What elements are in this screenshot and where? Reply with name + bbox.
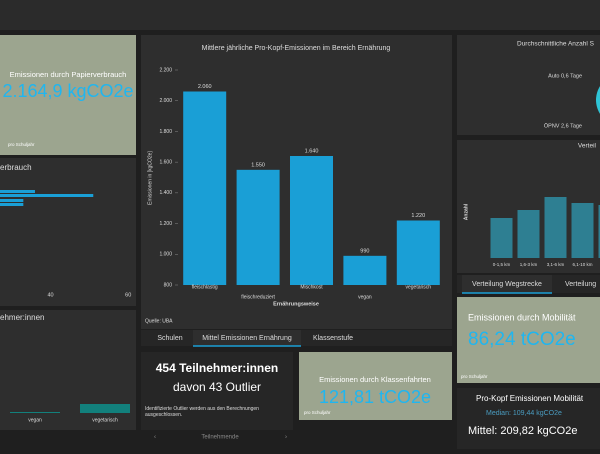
count: davon 43 Outlier	[173, 380, 261, 394]
panel-title: Emissionen durch Mobilität	[468, 312, 576, 322]
bar	[290, 156, 333, 285]
x-tick-label: 1,6-3 km	[520, 262, 538, 267]
value-label: 1.640	[305, 148, 319, 154]
tab[interactable]: Verteilung	[565, 281, 596, 288]
bar	[572, 203, 594, 258]
kpi: 86,24 tCO2e	[468, 329, 576, 350]
bar	[80, 404, 130, 413]
value-label: 1.220	[411, 213, 425, 219]
x-axis-label: Ernährungsweise	[273, 301, 319, 307]
note-text: Identifizierte Outlier werden aus den Be…	[145, 406, 285, 418]
x-tick-label: fleischreduziert	[241, 294, 275, 300]
bar	[491, 218, 513, 258]
bar	[237, 170, 280, 285]
y-tick-label: 1.200	[159, 221, 172, 227]
bar	[0, 203, 23, 206]
bar	[545, 197, 567, 258]
y-tick-label: 1.000	[159, 252, 172, 258]
top-bar	[0, 0, 600, 30]
x-tick-label: fleischlastig	[192, 284, 218, 290]
value-label: 990	[360, 248, 369, 254]
bar	[397, 221, 440, 286]
nav-arrow[interactable]: ›	[285, 435, 287, 441]
count: 454 Teilnehmer:innen	[156, 361, 278, 375]
x-tick-label: 0-1,5 km	[493, 262, 511, 267]
slice-label: ÖPNV 2,6 Tage	[544, 122, 582, 129]
note: pro Schuljahr	[461, 374, 488, 379]
y-axis-label: Emissionen in [kgCO2e]	[147, 151, 153, 205]
x-tick-label: vegan	[28, 417, 42, 423]
x-tick-label: 6,1-10 km	[572, 262, 592, 267]
note: pro Schuljahr	[8, 142, 35, 147]
panel	[457, 35, 600, 135]
tab[interactable]: Klassenstufe	[313, 335, 353, 342]
chart-title: erbrauch	[0, 163, 32, 172]
x-tick-label: 3,1-6 km	[547, 262, 565, 267]
value-label: 2.060	[198, 84, 212, 90]
bar	[343, 256, 386, 285]
y-tick-label: 1.400	[159, 190, 172, 196]
bar	[518, 210, 540, 258]
x-tick-label: vegan	[358, 294, 372, 300]
tab[interactable]: Mittel Emissionen Ernährung	[202, 335, 292, 342]
y-tick-label: 2.000	[159, 98, 172, 104]
y-tick-label: 1.800	[159, 129, 172, 135]
panel-title: Emissionen durch Papierverbrauch	[10, 70, 127, 79]
x-tick-label: Mischkost	[300, 284, 323, 290]
tab[interactable]: Verteilung Wegstrecke	[472, 281, 542, 288]
note: pro Schuljahr	[304, 410, 331, 415]
tab[interactable]: Schulen	[157, 335, 182, 342]
panel	[0, 158, 136, 306]
slice-label: Auto 0,6 Tage	[548, 73, 582, 79]
mean: Mittel: 209,82 kgCO2e	[468, 425, 577, 437]
y-tick-label: 1.600	[159, 159, 172, 165]
bar	[0, 194, 93, 197]
y-tick-label: 2.200	[159, 67, 172, 73]
value-label: 1.550	[251, 162, 265, 168]
panel-title: Pro-Kopf Emissionen Mobilität	[476, 394, 584, 403]
y-tick-label: 800	[164, 282, 173, 288]
bar	[183, 92, 226, 286]
median: Median: 109,44 kgCO2e	[486, 410, 562, 417]
nav-label: Teilnehmende	[201, 435, 239, 441]
bar	[0, 190, 35, 193]
y-axis-label: Anzahl	[463, 203, 469, 220]
bar	[0, 199, 23, 202]
x-tick-label: 60	[125, 292, 131, 298]
x-tick-label: vegetarisch	[406, 284, 432, 290]
nav-arrow[interactable]: ‹	[154, 435, 156, 441]
chart-title: Durchschnittliche Anzahl S	[517, 41, 595, 48]
chart-title: Verteil	[578, 143, 597, 150]
chart-title: ehmer:innen	[0, 313, 44, 322]
kpi: 2.164,9 kgCO2e	[2, 81, 133, 101]
kpi: 121,81 tCO2e	[319, 387, 431, 407]
panel-title: Emissionen durch Klassenfahrten	[319, 375, 431, 384]
x-tick-label: vegetarisch	[92, 417, 118, 423]
note: Identifizierte Outlier werden aus den Be…	[145, 406, 285, 426]
bar	[10, 412, 60, 413]
x-tick-label: 40	[47, 292, 53, 298]
chart-title: Mittlere jährliche Pro-Kopf-Emissionen i…	[202, 45, 391, 52]
source: Quelle: UBA	[145, 318, 173, 324]
